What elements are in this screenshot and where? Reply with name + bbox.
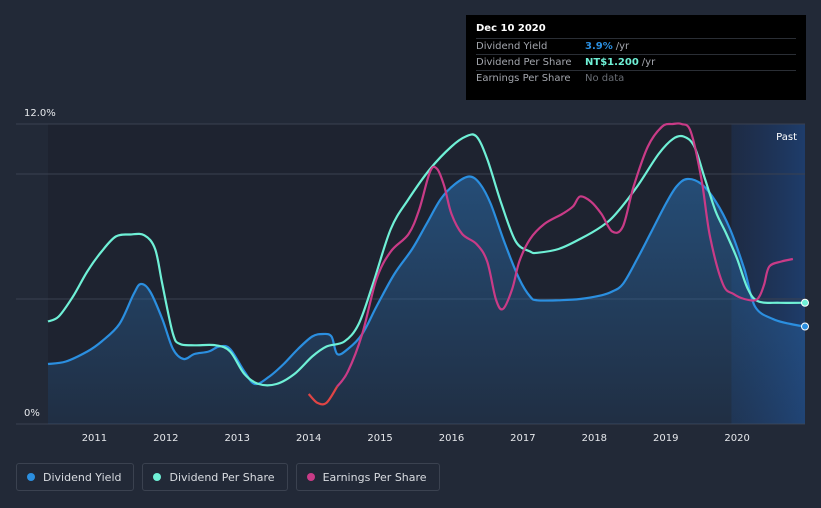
x-tick-label: 2016 bbox=[439, 433, 464, 444]
y-tick-label: 0% bbox=[24, 408, 40, 419]
tooltip-label: Earnings Per Share bbox=[476, 73, 571, 84]
tooltip-row-earnings-per-share: Earnings Per Share No data bbox=[476, 70, 796, 86]
legend-dot-icon bbox=[306, 473, 315, 481]
dividend-per-share-line bbox=[47, 133, 806, 387]
legend-label: Dividend Per Share bbox=[169, 470, 275, 484]
legend-item-dividend-per-share[interactable]: Dividend Per Share bbox=[142, 463, 288, 491]
tooltip-row-dividend-per-share: Dividend Per Share NT$1.200 /yr bbox=[476, 54, 796, 70]
tooltip: Dec 10 2020 Dividend Yield 3.9% /yr Divi… bbox=[466, 15, 806, 100]
x-tick-label: 2014 bbox=[296, 433, 321, 444]
x-tick-label: 2015 bbox=[367, 433, 392, 444]
earnings-per-share-negative-line bbox=[307, 385, 339, 406]
legend-label: Dividend Yield bbox=[43, 470, 122, 484]
tooltip-label: Dividend Per Share bbox=[476, 57, 572, 68]
tooltip-row-dividend-yield: Dividend Yield 3.9% /yr bbox=[476, 38, 796, 54]
tooltip-value: 3.9% bbox=[585, 41, 613, 52]
x-tick-label: 2019 bbox=[653, 433, 678, 444]
x-tick-label: 2012 bbox=[153, 433, 178, 444]
x-tick-label: 2013 bbox=[225, 433, 250, 444]
x-tick-label: 2018 bbox=[582, 433, 607, 444]
legend-label: Earnings Per Share bbox=[322, 470, 427, 484]
tooltip-label: Dividend Yield bbox=[476, 41, 548, 52]
dividend-yield-end-marker bbox=[801, 322, 809, 331]
legend-item-dividend-yield[interactable]: Dividend Yield bbox=[16, 463, 135, 491]
dividend-yield-line bbox=[47, 175, 806, 386]
x-tick-label: 2011 bbox=[82, 433, 107, 444]
tooltip-date: Dec 10 2020 bbox=[476, 23, 546, 34]
y-tick-label: 12.0% bbox=[24, 108, 56, 119]
dividend-per-share-end-marker bbox=[801, 298, 809, 307]
past-label: Past bbox=[776, 132, 797, 143]
tooltip-value: No data bbox=[585, 73, 625, 84]
x-tick-label: 2017 bbox=[510, 433, 535, 444]
tooltip-value: NT$1.200 bbox=[585, 57, 639, 68]
legend: Dividend Yield Dividend Per Share Earnin… bbox=[16, 463, 440, 491]
tooltip-unit: /yr bbox=[641, 57, 656, 68]
tooltip-unit: /yr bbox=[615, 41, 630, 52]
legend-dot-icon bbox=[27, 473, 35, 481]
earnings-per-share-line bbox=[336, 122, 794, 388]
x-tick-label: 2020 bbox=[724, 433, 749, 444]
legend-dot-icon bbox=[153, 473, 162, 481]
legend-item-earnings-per-share[interactable]: Earnings Per Share bbox=[295, 463, 440, 491]
